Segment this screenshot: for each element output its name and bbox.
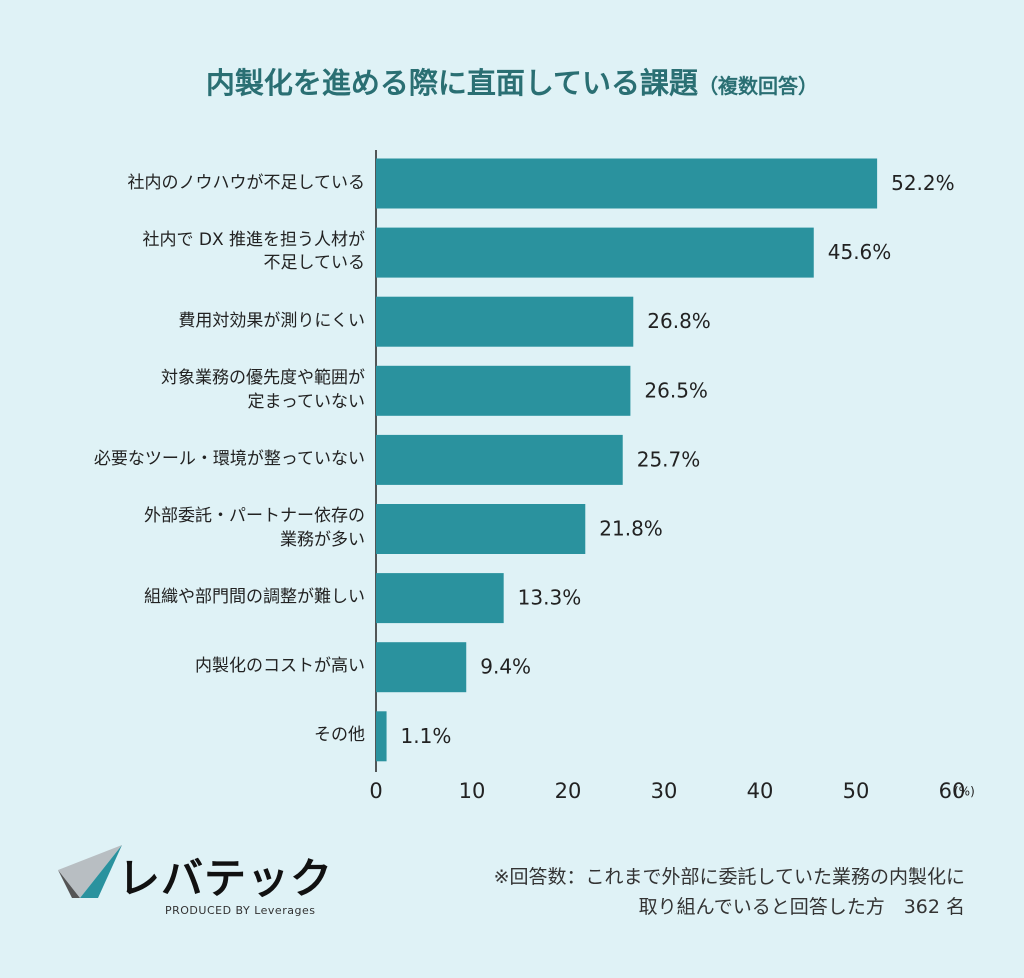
category-label: 社内で DX 推進を担う人材が 不足している bbox=[142, 229, 365, 274]
value-label: 13.3% bbox=[518, 586, 582, 610]
value-label: 25.7% bbox=[637, 447, 701, 471]
bar bbox=[376, 504, 586, 554]
x-tick-label: 10 bbox=[459, 779, 486, 803]
title-block: 内製化を進める際に直面している課題（複数回答） bbox=[0, 60, 1024, 102]
bar bbox=[376, 227, 814, 278]
value-label: 1.1% bbox=[401, 724, 452, 748]
category-label: 対象業務の優先度や範囲が 定まっていない bbox=[161, 368, 365, 412]
bar bbox=[376, 296, 634, 347]
chart-title: 内製化を進める際に直面している課題 bbox=[205, 66, 699, 100]
x-unit: (%) bbox=[954, 785, 975, 799]
category-label: 内製化のコストが高い bbox=[195, 656, 365, 677]
value-label: 26.8% bbox=[647, 309, 711, 333]
logo-mark bbox=[58, 870, 80, 898]
x-tick-label: 0 bbox=[369, 779, 382, 803]
x-tick-label: 30 bbox=[651, 779, 678, 803]
logo-text: レバテック bbox=[118, 854, 334, 903]
bar bbox=[376, 711, 387, 762]
x-tick-label: 40 bbox=[747, 779, 774, 803]
bar bbox=[376, 158, 878, 209]
footnote: ※回答数：これまで外部に委託していた業務の内製化に 取り組んでいると回答した方 … bbox=[493, 866, 965, 919]
x-tick-label: 20 bbox=[555, 779, 582, 803]
bar bbox=[376, 642, 467, 693]
value-label: 52.2% bbox=[891, 171, 955, 195]
logo-mark bbox=[58, 845, 122, 898]
category-label: 外部委託・パートナー依存の 業務が多い bbox=[144, 506, 365, 550]
x-tick-label: 50 bbox=[843, 779, 870, 803]
bar bbox=[376, 434, 623, 485]
x-tick-label: 60 bbox=[939, 779, 966, 803]
value-label: 45.6% bbox=[828, 240, 892, 264]
logo-mark bbox=[80, 845, 122, 898]
bar bbox=[376, 365, 631, 416]
bar bbox=[376, 573, 504, 624]
category-label: 組織や部門間の調整が難しい bbox=[144, 587, 365, 608]
value-label: 9.4% bbox=[480, 655, 531, 679]
category-label: 必要なツール・環境が整っていない bbox=[93, 448, 365, 469]
category-label: 費用対効果が測りにくい bbox=[178, 310, 365, 331]
chart-subtitle: （複数回答） bbox=[698, 74, 819, 98]
category-label: 社内のノウハウが不足している bbox=[127, 172, 366, 193]
value-label: 26.5% bbox=[644, 378, 708, 402]
category-label: その他 bbox=[314, 725, 365, 746]
value-label: 21.8% bbox=[599, 517, 663, 541]
logo-subtext: PRODUCED BY Leverages bbox=[165, 904, 316, 917]
